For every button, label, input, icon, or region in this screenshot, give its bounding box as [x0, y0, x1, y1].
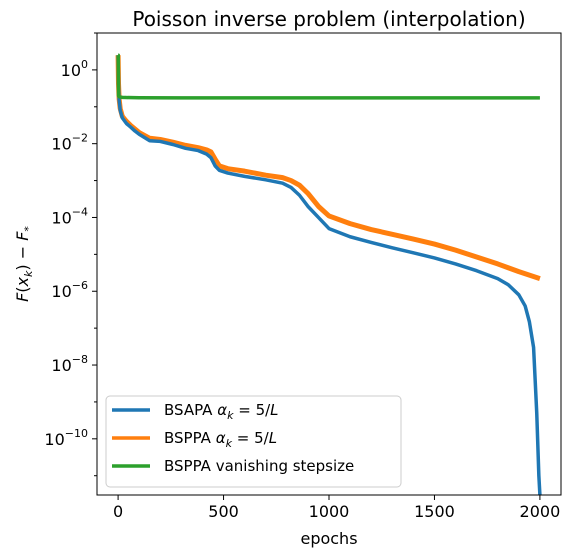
y-tick-label: 10−8	[51, 353, 88, 375]
series-line-2	[115, 55, 541, 281]
y-tick-label: 10−4	[51, 205, 88, 227]
x-tick-label: 1500	[414, 502, 455, 521]
series-line-3	[116, 53, 540, 100]
legend-label-3: BSPPA vanishing stepsize	[164, 457, 354, 475]
x-tick-label: 1000	[309, 502, 350, 521]
legend: BSAPA αk = 5/L BSPPA αk = 5/L BSPPA vanish…	[105, 395, 402, 488]
x-tick-label: 0	[113, 502, 123, 521]
y-tick-label: 10−6	[51, 279, 88, 301]
series-layer	[115, 53, 542, 495]
x-tick-label: 2000	[520, 502, 561, 521]
y-tick-label: 10−10	[44, 427, 88, 449]
legend-label-2: BSPPA αk = 5/L	[164, 429, 277, 450]
y-axis: 100 10−2 10−4 10−6 10−8 10−10	[44, 32, 97, 477]
legend-box	[105, 395, 402, 488]
x-axis-label: epochs	[300, 529, 357, 548]
series-line-1	[116, 55, 542, 495]
x-tick-label: 500	[208, 502, 239, 521]
x-axis: 0 500 1000 1500 2000	[113, 495, 560, 521]
y-tick-label: 100	[61, 58, 88, 80]
legend-label-1: BSAPA αk = 5/L	[164, 401, 279, 422]
chart-title: Poisson inverse problem (interpolation)	[132, 7, 525, 31]
y-axis-label: F(xk) − F*	[13, 226, 35, 302]
y-tick-label: 10−2	[51, 132, 88, 154]
